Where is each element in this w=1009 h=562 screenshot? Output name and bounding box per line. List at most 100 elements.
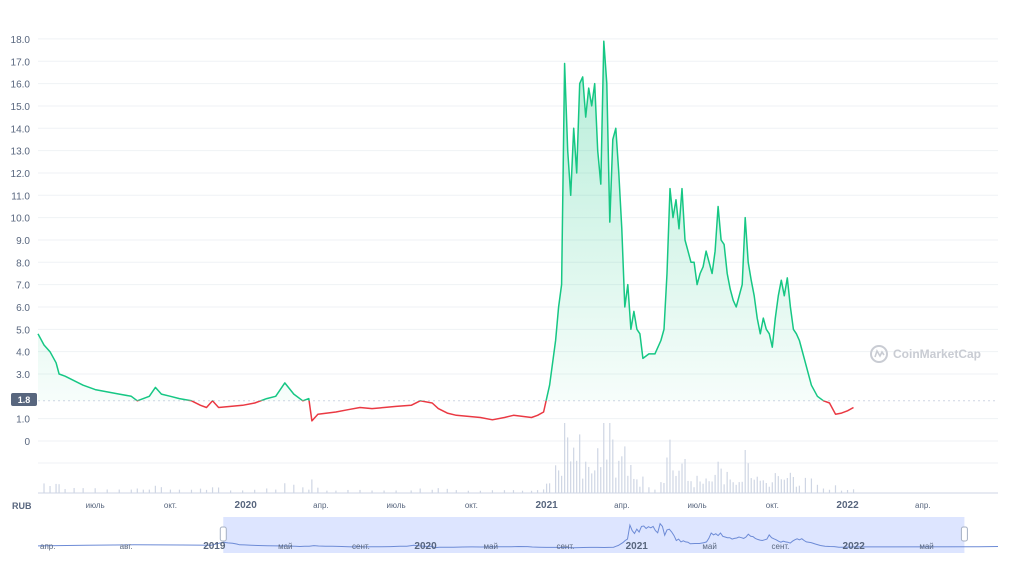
volume-bar [594,470,596,493]
volume-bar [780,479,782,493]
price-line-up[interactable] [37,40,854,421]
volume-bar [308,489,310,493]
navigator-tick-label: май [278,542,292,551]
x-tick-label: окт. [465,501,478,510]
volume-bar [302,487,304,493]
volume-bar [795,486,797,493]
navigator-tick-label: 2019 [203,541,226,552]
volume-bar [94,488,96,493]
grid-lines [38,38,998,494]
volume-bar [717,461,719,493]
x-tick-label: 2020 [235,500,258,511]
volume-bar [359,489,361,493]
volume-bar [555,465,557,493]
volume-bar [576,460,578,493]
volume-bar [130,489,132,493]
volume-bar [266,488,268,493]
volume-bar [521,490,524,493]
volume-bars [43,423,855,493]
volume-bar [199,488,202,493]
x-tick-label: апр. [915,501,930,510]
volume-bar [169,489,172,493]
volume-bar [804,477,806,493]
y-tick-label: 6.0 [16,303,30,314]
volume-bar [642,476,644,493]
volume-bar [792,477,794,493]
x-tick-label: июль [86,501,105,510]
volume-bar [771,482,773,493]
volume-bar [732,482,734,493]
volume-bar [597,448,599,493]
volume-bar [230,490,232,493]
volume-bar [326,490,328,493]
currency-unit-label: RUB [12,501,32,511]
volume-bar [383,490,385,493]
volume-bar [106,489,108,493]
volume-bar [687,480,689,493]
volume-bar [558,470,560,493]
volume-bar [798,485,800,493]
volume-bar [82,488,84,493]
volume-bar [570,461,572,493]
volume-bar [142,489,144,493]
y-tick-label: 12.0 [11,169,31,180]
volume-bar [606,459,608,493]
volume-bar [371,490,373,493]
volume-bar [681,463,683,493]
volume-bar [118,489,120,493]
volume-bar [702,483,704,493]
volume-bar [777,476,779,493]
navigator-tick-label: авг. [120,542,133,551]
y-tick-label: 4.0 [16,348,30,359]
volume-bar [786,478,788,493]
volume-bar [573,447,575,493]
navigator-tick-label: апр. [40,542,55,551]
volume-bar [648,487,650,493]
volume-bar [627,475,629,493]
y-tick-label: 0 [24,437,30,448]
volume-bar [43,483,45,493]
coinmarketcap-watermark: CoinMarketCap [870,345,981,363]
volume-bar [395,490,397,493]
volume-bar [567,437,569,493]
price-series[interactable] [37,40,854,422]
volume-bar [467,490,469,493]
volume-bar [705,478,707,493]
volume-bar [846,489,849,493]
volume-bar [548,483,551,493]
y-tick-label: 16.0 [11,80,31,91]
volume-bar [690,481,692,493]
navigator-tick-label: сент. [556,542,574,551]
range-navigator[interactable]: апр. авг. 2019 май сент. 2020 май сент. 2021 май с… [37,517,999,553]
volume-bar [585,461,587,493]
volume-bar [765,483,767,493]
y-tick-label: 8.0 [16,258,30,269]
y-tick-label: 3.0 [16,370,30,381]
volume-bar [437,488,439,493]
navigator-tick-label: 2022 [843,541,866,552]
watermark-text: CoinMarketCap [893,347,981,361]
volume-bar [58,484,60,493]
y-tick-label: 10.0 [11,214,31,225]
current-price-value: 1.8 [18,395,31,405]
navigator-right-handle[interactable] [960,526,968,542]
volume-bar [630,465,632,493]
volume-bar [660,482,662,493]
volume-bar [419,488,421,493]
volume-bar [190,489,193,493]
volume-bar [503,490,506,493]
volume-bar [160,487,162,493]
navigator-tick-label: май [919,542,933,551]
volume-bar [663,483,665,493]
price-line-down[interactable] [38,41,854,422]
volume-bar [723,484,725,493]
y-tick-label: 18.0 [11,35,31,46]
navigator-tick-label: май [702,542,716,551]
volume-bar [750,478,752,493]
volume-bar [738,482,740,493]
volume-bar [708,481,710,493]
volume-bar [542,489,545,493]
volume-bar [275,489,277,493]
navigator-left-handle[interactable] [219,526,227,542]
